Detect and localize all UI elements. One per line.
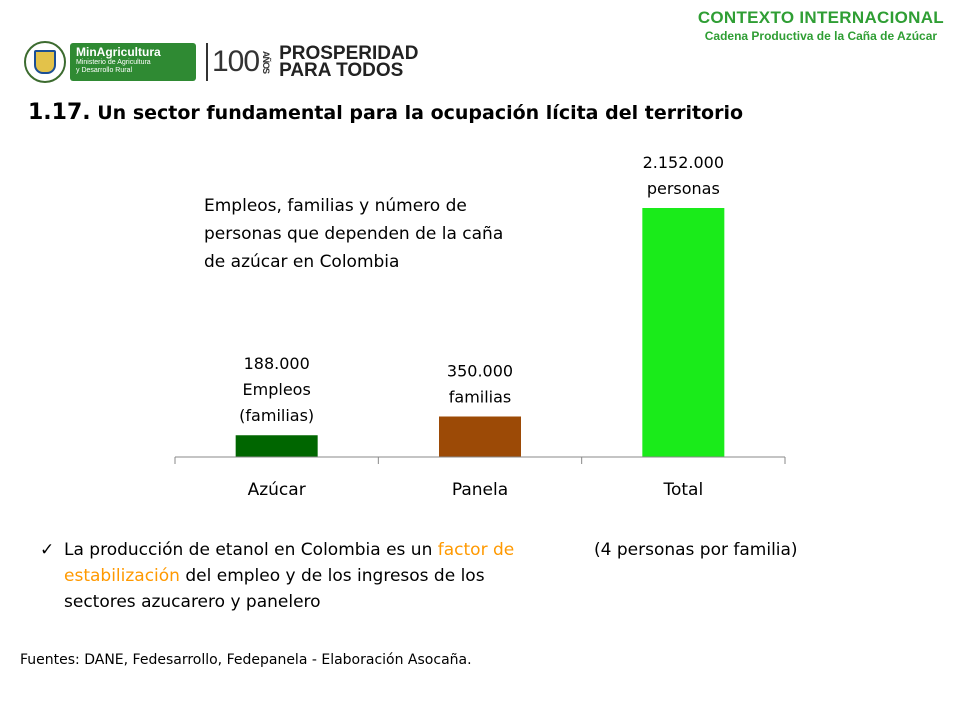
bullet-point: ✓ La producción de etanol en Colombia es… (40, 537, 560, 615)
context-subtitle: Cadena Productiva de la Caña de Azúcar (704, 29, 938, 43)
check-icon: ✓ (40, 540, 55, 560)
title-number: 1.17. (28, 100, 91, 125)
bar-0 (235, 435, 318, 457)
data-label: familias (449, 388, 512, 407)
data-label: Empleos (243, 380, 311, 399)
bullet-text: La producción de etanol en Colombia es u… (64, 540, 515, 612)
logo-divider (206, 43, 208, 81)
ministry-logo: MinAgricultura Ministerio de Agricultura… (70, 43, 196, 81)
note-text: (4 personas por familia) (594, 540, 798, 560)
centenary-logo: 100 AÑOS (212, 45, 272, 78)
data-label: personas (647, 179, 720, 198)
data-label: 2.152.000 (643, 153, 724, 172)
data-label: (familias) (239, 406, 314, 425)
highlight-text: factor de estabilización (64, 540, 515, 586)
logo-bar: MinAgricultura Ministerio de Agricultura… (24, 40, 418, 84)
bar-2 (642, 208, 725, 457)
context-title: CONTEXTO INTERNACIONAL (697, 8, 944, 27)
data-label: 350.000 (447, 362, 513, 381)
source-text: Fuentes: DANE, Fedesarrollo, Fedepanela … (20, 652, 472, 668)
x-tick-label: Panela (452, 480, 508, 500)
title-text: Un sector fundamental para la ocupación … (90, 102, 744, 124)
data-label: 188.000 (244, 354, 310, 373)
coat-of-arms-logo (24, 41, 66, 83)
context-header: CONTEXTO INTERNACIONAL Cadena Productiva… (698, 8, 944, 44)
x-tick-label: Azúcar (248, 480, 306, 500)
slogan-logo: PROSPERIDAD PARA TODOS (279, 43, 419, 81)
bar-1 (439, 416, 521, 457)
x-tick-label: Total (662, 480, 703, 500)
chart-description: Empleos, familias y número de personas q… (204, 196, 504, 272)
slide-title: 1.17. Un sector fundamental para la ocup… (28, 100, 743, 125)
